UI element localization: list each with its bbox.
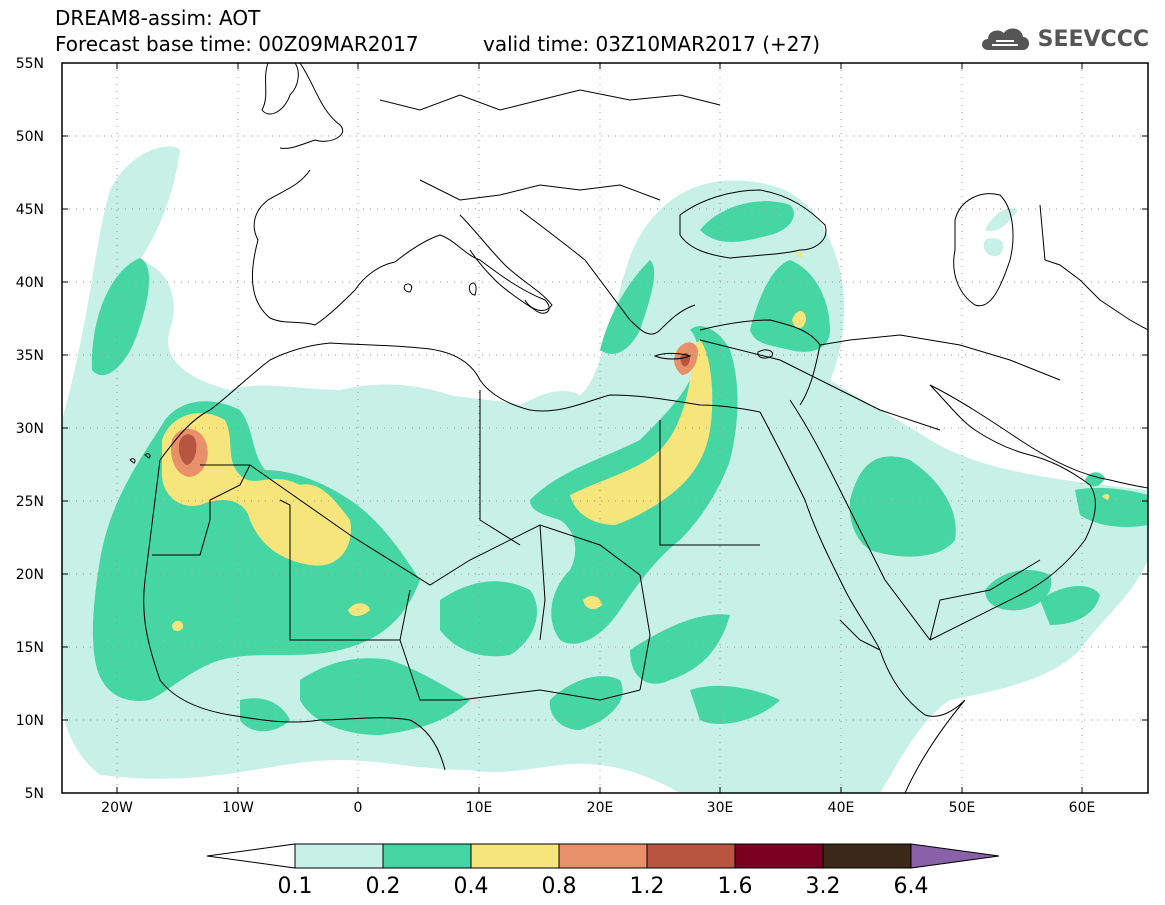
lat-label: 5N bbox=[25, 786, 44, 802]
lon-label: 20E bbox=[587, 800, 614, 816]
map-gridlines bbox=[62, 63, 1148, 793]
aot-level-0.4 bbox=[161, 252, 1110, 632]
lat-label: 35N bbox=[16, 348, 44, 364]
lat-label: 55N bbox=[16, 56, 44, 72]
lat-labels: 5N 10N 15N 20N 25N 30N 35N 40N 45N 50N 5… bbox=[16, 56, 44, 802]
colorbar-label: 0.1 bbox=[278, 874, 313, 899]
colorbar-low-triangle bbox=[206, 843, 296, 869]
colorbar-label: 0.8 bbox=[542, 874, 577, 899]
lon-label: 50E bbox=[949, 800, 976, 816]
colorbar-label: 1.6 bbox=[718, 874, 753, 899]
lat-label: 15N bbox=[16, 640, 44, 656]
colorbar-swatch bbox=[558, 843, 648, 869]
map-coastlines bbox=[143, 63, 1148, 793]
lon-label: 10W bbox=[222, 800, 254, 816]
aot-level-1.2 bbox=[178, 352, 690, 465]
lon-label: 0 bbox=[354, 800, 363, 816]
colorbar-swatch bbox=[294, 843, 384, 869]
axis-ticks bbox=[62, 63, 1148, 793]
colorbar-label: 0.4 bbox=[454, 874, 489, 899]
lat-label: 40N bbox=[16, 275, 44, 291]
colorbar-swatch bbox=[382, 843, 472, 869]
valid-time: valid time: 03Z10MAR2017 (+27) bbox=[483, 32, 821, 56]
lat-label: 10N bbox=[16, 713, 44, 729]
lon-label: 30E bbox=[707, 800, 734, 816]
forecast-base-time: Forecast base time: 00Z09MAR2017 bbox=[55, 32, 419, 56]
seevccc-logo: SEEVCCC bbox=[978, 24, 1149, 54]
colorbar-label: 0.2 bbox=[366, 874, 401, 899]
colorbar-swatch bbox=[734, 843, 824, 869]
lon-labels: 20W 10W 0 10E 20E 30E 40E 50E 60E bbox=[101, 800, 1095, 816]
lon-label: 10E bbox=[466, 800, 493, 816]
map-islands bbox=[129, 282, 774, 464]
colorbar-labels: 0.1 0.2 0.4 0.8 1.2 1.6 3.2 6.4 bbox=[278, 874, 929, 899]
colorbar-high-triangle bbox=[910, 843, 1000, 869]
lon-label: 20W bbox=[101, 800, 133, 816]
aot-field bbox=[62, 63, 1148, 793]
colorbar bbox=[206, 843, 1000, 869]
map-title: DREAM8-assim: AOT bbox=[55, 6, 261, 30]
cloud-logo-icon bbox=[981, 28, 1029, 50]
colorbar-swatch bbox=[470, 843, 560, 869]
lat-label: 30N bbox=[16, 421, 44, 437]
colorbar-label: 1.2 bbox=[630, 874, 665, 899]
lat-label: 20N bbox=[16, 567, 44, 583]
lon-label: 40E bbox=[828, 800, 855, 816]
colorbar-swatch bbox=[646, 843, 736, 869]
lat-label: 50N bbox=[16, 129, 44, 145]
lat-label: 25N bbox=[16, 494, 44, 510]
lat-label: 45N bbox=[16, 202, 44, 218]
lon-label: 60E bbox=[1069, 800, 1096, 816]
colorbar-label: 6.4 bbox=[894, 874, 929, 899]
colorbar-swatch bbox=[822, 843, 912, 869]
colorbar-label: 3.2 bbox=[806, 874, 841, 899]
logo-text: SEEVCCC bbox=[1037, 26, 1149, 52]
